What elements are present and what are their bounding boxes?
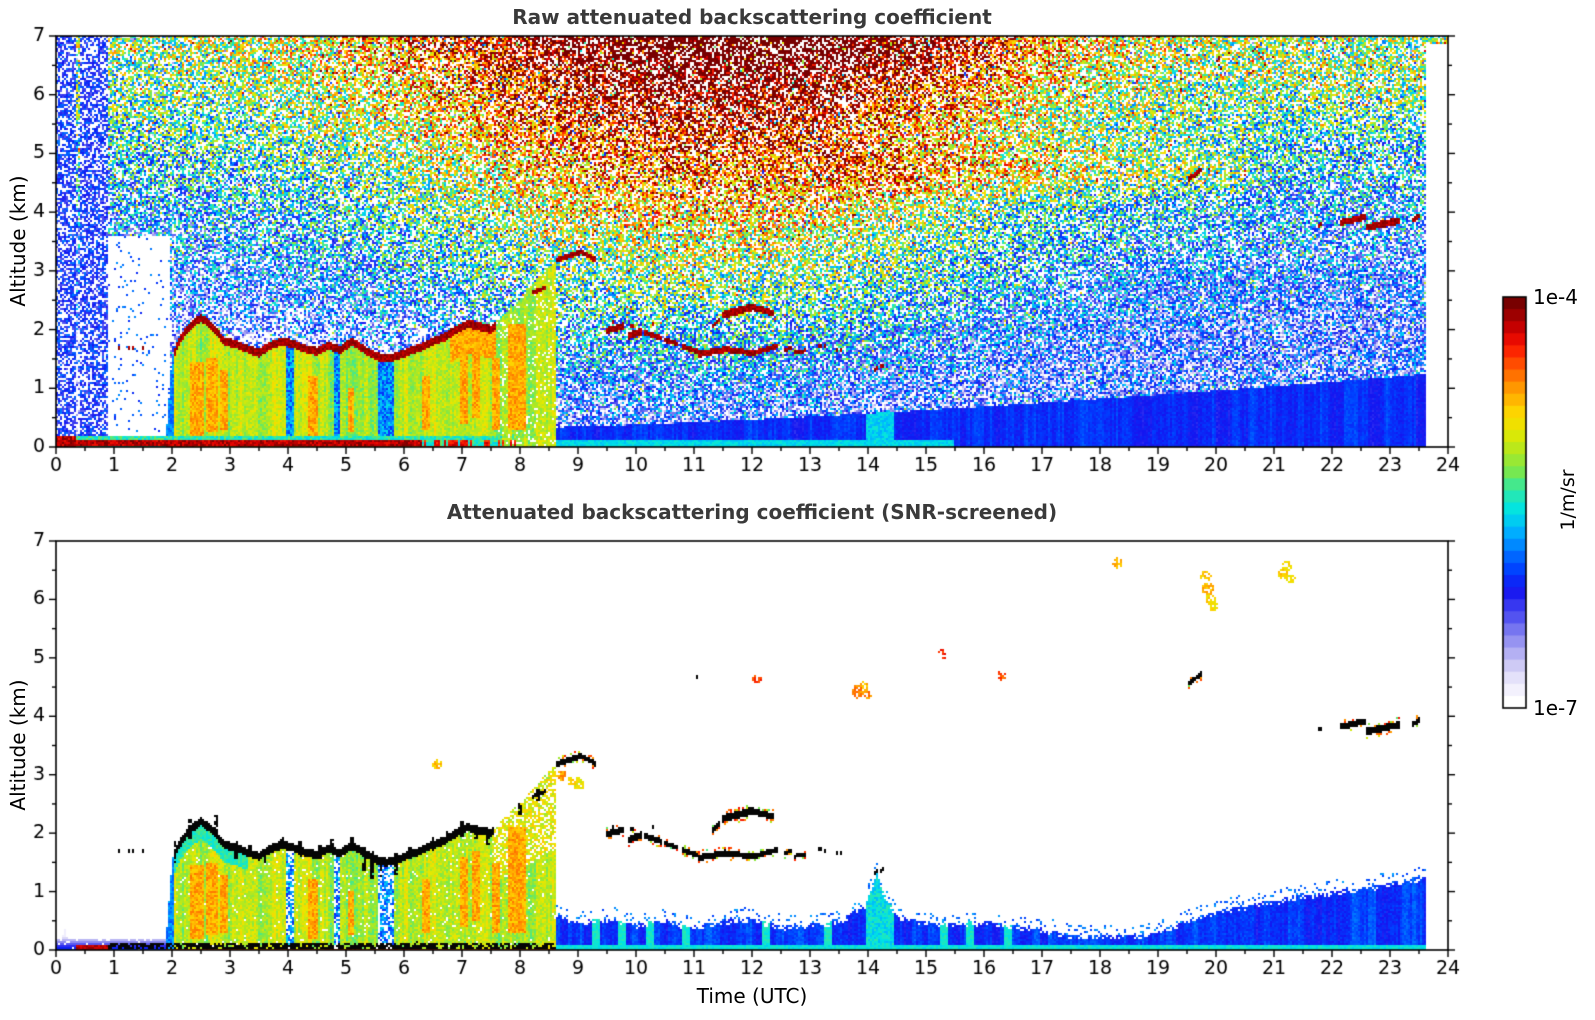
raw-y-axis-label: Altitude (km) <box>6 175 30 307</box>
colorbar-units-label: 1/m/sr <box>1557 469 1579 531</box>
screened-panel-title: Attenuated backscattering coefficient (S… <box>446 500 1058 524</box>
screened-y-axis-label: Altitude (km) <box>6 679 30 811</box>
raw-panel-title: Raw attenuated backscattering coefficien… <box>512 5 992 29</box>
x-axis-label: Time (UTC) <box>696 984 808 1008</box>
colorbar-max-label: 1e-4 <box>1533 285 1578 309</box>
colorbar-min-label: 1e-7 <box>1533 696 1578 720</box>
